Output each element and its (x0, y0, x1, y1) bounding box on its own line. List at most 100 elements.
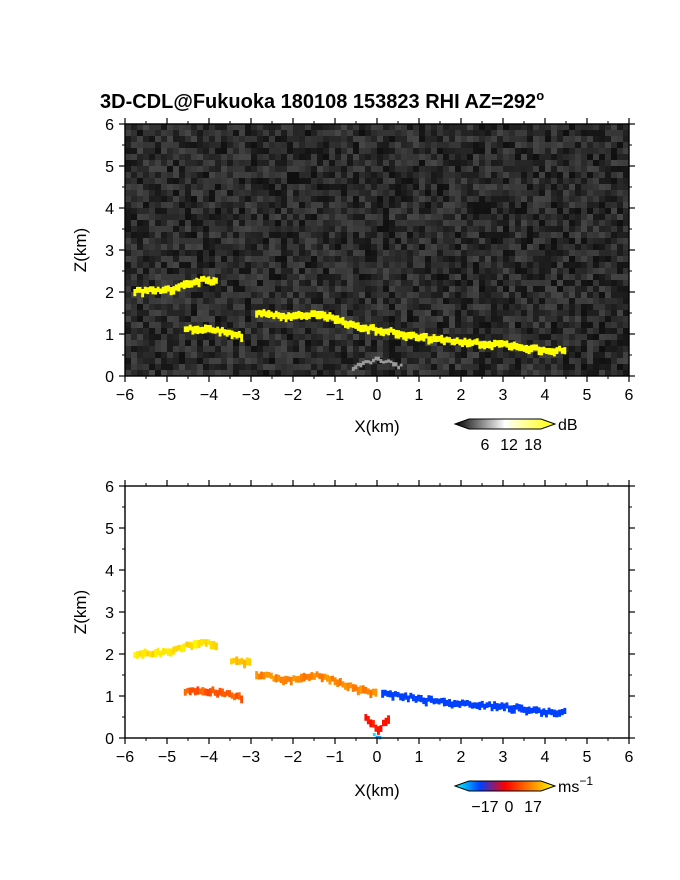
snr-noise-cell (395, 178, 401, 184)
snr-noise-cell (581, 370, 587, 376)
velocity-echo-pixel (379, 725, 383, 732)
snr-noise-cell (569, 142, 575, 148)
snr-noise-cell (551, 220, 557, 226)
snr-noise-cell (365, 220, 371, 226)
snr-noise-cell (287, 214, 293, 220)
snr-noise-cell (197, 160, 203, 166)
snr-noise-cell (545, 148, 551, 154)
snr-noise-cell (191, 340, 197, 346)
snr-noise-cell (581, 316, 587, 322)
snr-noise-cell (347, 346, 353, 352)
snr-noise-cell (341, 202, 347, 208)
snr-echo-pixel (211, 327, 215, 334)
snr-noise-cell (155, 136, 161, 142)
snr-noise-cell (413, 352, 419, 358)
snr-noise-cell (263, 250, 269, 256)
snr-noise-cell (131, 202, 137, 208)
snr-noise-cell (497, 136, 503, 142)
snr-noise-cell (503, 268, 509, 274)
snr-noise-cell (479, 124, 485, 130)
snr-noise-cell (437, 352, 443, 358)
snr-noise-cell (395, 136, 401, 142)
snr-noise-cell (161, 352, 167, 358)
velocity-echo-pixel (272, 675, 276, 682)
velocity-echo-pixel (138, 650, 142, 657)
snr-noise-cell (443, 160, 449, 166)
snr-noise-cell (305, 346, 311, 352)
snr-noise-cell (425, 304, 431, 310)
snr-noise-cell (269, 130, 275, 136)
snr-noise-cell (371, 178, 377, 184)
snr-noise-cell (305, 184, 311, 190)
snr-noise-cell (587, 262, 593, 268)
snr-noise-cell (467, 292, 473, 298)
snr-noise-cell (359, 334, 365, 340)
snr-noise-cell (539, 202, 545, 208)
snr-noise-cell (215, 178, 221, 184)
snr-noise-cell (197, 250, 203, 256)
snr-noise-cell (485, 262, 491, 268)
snr-noise-cell (227, 208, 233, 214)
snr-noise-cell (263, 154, 269, 160)
snr-noise-cell (593, 196, 599, 202)
velocity-echo-pixel (517, 704, 521, 712)
snr-noise-cell (533, 124, 539, 130)
snr-noise-cell (131, 154, 137, 160)
snr-noise-cell (197, 232, 203, 238)
snr-noise-cell (371, 130, 377, 136)
snr-noise-cell (557, 220, 563, 226)
snr-noise-cell (221, 358, 227, 364)
snr-noise-cell (551, 310, 557, 316)
snr-noise-cell (605, 322, 611, 328)
snr-noise-cell (179, 148, 185, 154)
snr-noise-cell (587, 196, 593, 202)
snr-noise-cell (161, 346, 167, 352)
snr-noise-cell (413, 154, 419, 160)
snr-noise-cell (569, 238, 575, 244)
snr-noise-cell (425, 202, 431, 208)
snr-noise-cell (425, 358, 431, 364)
snr-noise-cell (503, 262, 509, 268)
snr-noise-cell (149, 160, 155, 166)
velocity-echo-pixel (344, 682, 347, 690)
snr-noise-cell (341, 178, 347, 184)
snr-noise-cell (383, 208, 389, 214)
snr-noise-cell (419, 286, 425, 292)
snr-noise-cell (551, 202, 557, 208)
snr-noise-cell (335, 154, 341, 160)
snr-noise-cell (203, 154, 209, 160)
snr-noise-cell (563, 364, 569, 370)
snr-noise-cell (251, 340, 257, 346)
snr-noise-cell (437, 244, 443, 250)
velocity-x-tick-label: −5 (158, 749, 176, 766)
snr-noise-cell (461, 178, 467, 184)
snr-noise-cell (155, 262, 161, 268)
snr-noise-cell (509, 292, 515, 298)
snr-noise-cell (269, 202, 275, 208)
snr-noise-cell (419, 178, 425, 184)
snr-noise-cell (203, 310, 209, 316)
snr-noise-cell (305, 136, 311, 142)
snr-noise-cell (215, 148, 221, 154)
snr-noise-cell (563, 358, 569, 364)
snr-noise-cell (515, 238, 521, 244)
snr-noise-cell (581, 334, 587, 340)
snr-noise-cell (599, 214, 605, 220)
snr-noise-cell (215, 298, 221, 304)
snr-noise-cell (329, 268, 335, 274)
snr-noise-cell (497, 226, 503, 232)
snr-noise-cell (269, 232, 275, 238)
snr-noise-cell (143, 178, 149, 184)
snr-echo-pixel (505, 340, 509, 348)
snr-noise-cell (245, 334, 251, 340)
snr-noise-cell (185, 286, 191, 292)
snr-noise-cell (287, 136, 293, 142)
snr-noise-cell (275, 160, 281, 166)
snr-noise-cell (545, 214, 551, 220)
snr-noise-cell (533, 268, 539, 274)
snr-noise-cell (221, 214, 227, 220)
snr-noise-cell (599, 196, 605, 202)
snr-noise-cell (197, 334, 203, 340)
snr-noise-cell (503, 208, 509, 214)
snr-noise-cell (191, 316, 197, 322)
